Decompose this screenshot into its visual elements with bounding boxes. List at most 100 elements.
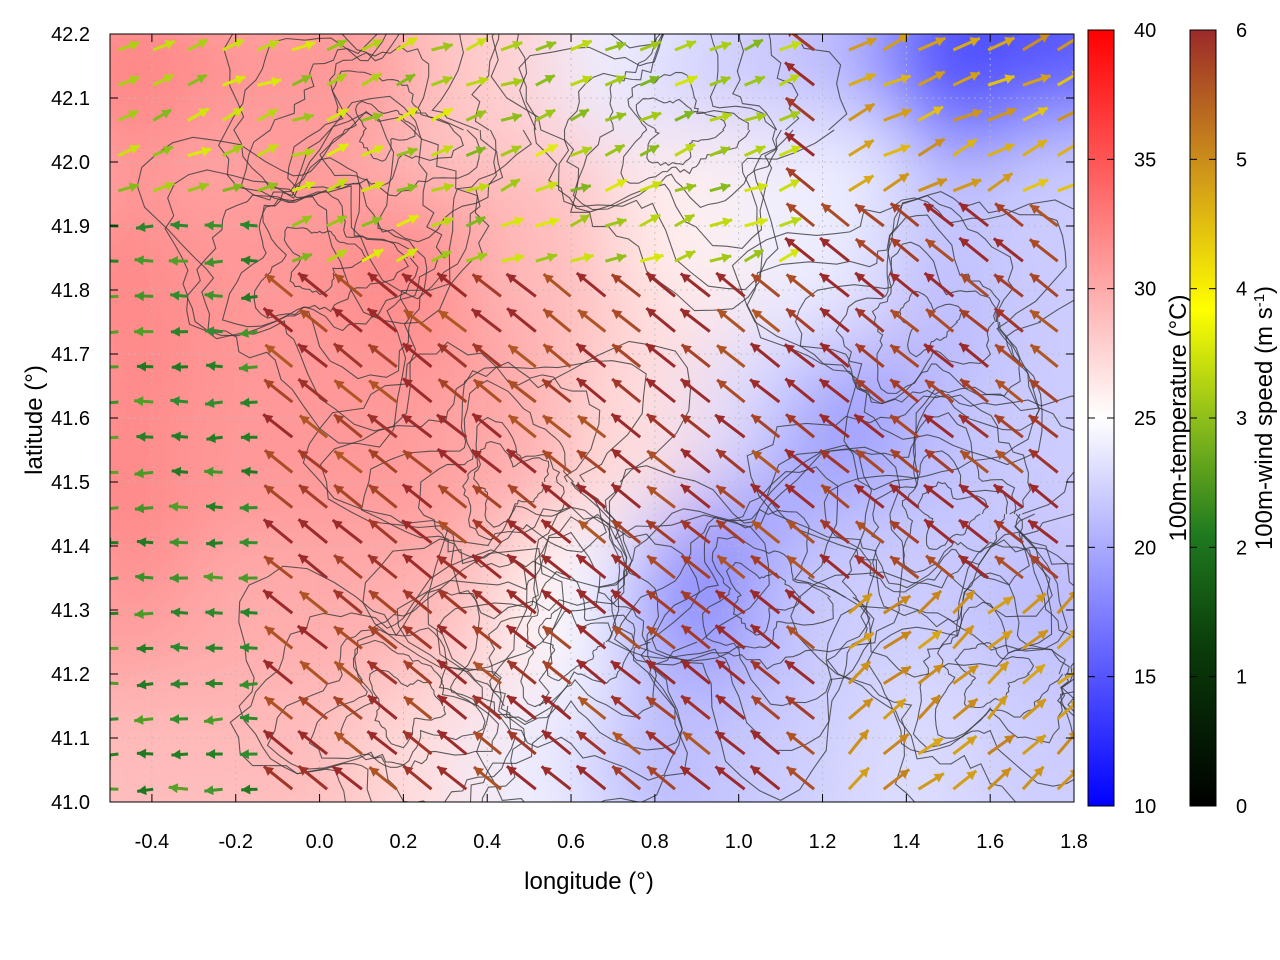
- wind-vector: [605, 253, 627, 263]
- wind-vector: [604, 217, 627, 228]
- wind-vector: [187, 146, 212, 158]
- wind-vector-head: [240, 642, 250, 653]
- wind-vector: [542, 272, 572, 298]
- wind-vector-head: [542, 626, 553, 636]
- wind-vector: [994, 449, 1024, 474]
- wind-vector-head: [240, 432, 250, 443]
- wind-vector: [361, 112, 384, 122]
- wind-vector-head: [750, 484, 761, 494]
- wind-vector-head: [544, 109, 556, 119]
- wind-vector-head: [752, 309, 763, 320]
- wind-vector: [610, 412, 642, 439]
- wind-vector-head: [680, 309, 691, 319]
- wind-vector: [680, 624, 711, 650]
- wind-vector: [854, 520, 885, 544]
- wind-vector: [241, 292, 258, 303]
- wind-vector-head: [864, 103, 875, 113]
- wind-vector-head: [923, 414, 935, 425]
- wind-vector-head: [403, 766, 414, 776]
- wind-vector: [882, 768, 911, 791]
- wind-vector-head: [966, 139, 977, 149]
- wind-vector: [204, 326, 223, 337]
- wind-vector: [331, 765, 363, 791]
- wind-vector-head: [932, 106, 943, 116]
- wind-vector: [681, 730, 711, 756]
- wind-vector: [854, 203, 885, 228]
- wind-vector-shaft: [1056, 732, 1074, 755]
- wind-vector-head: [507, 695, 518, 705]
- wind-vector: [134, 503, 154, 514]
- wind-vector: [674, 40, 697, 52]
- temperature-sample: [110, 34, 241, 176]
- wind-vector: [506, 588, 537, 615]
- wind-vector-head: [196, 74, 207, 84]
- wind-vector-head: [238, 573, 248, 584]
- wind-vector: [709, 146, 731, 157]
- wind-vector-head: [336, 39, 347, 49]
- wind-vector: [917, 177, 948, 193]
- wind-vector: [136, 785, 154, 796]
- wind-vector: [992, 237, 1024, 263]
- wind-colorbar-label-end: ): [1251, 286, 1278, 294]
- wind-vector-head: [168, 501, 179, 512]
- wind-vector: [291, 252, 313, 263]
- wind-vector: [715, 694, 746, 720]
- wind-vector-head: [402, 273, 413, 284]
- wind-vector-head: [441, 251, 452, 260]
- wind-vector-head: [299, 415, 310, 425]
- wind-vector-head: [685, 250, 696, 260]
- wind-vector: [240, 220, 258, 231]
- wind-vector: [744, 217, 769, 228]
- wind-vector: [1021, 765, 1045, 791]
- wind-vector: [604, 111, 627, 122]
- wind-vector-head: [752, 450, 763, 461]
- wind-vector: [136, 643, 154, 654]
- wind-vector-head: [685, 40, 696, 50]
- wind-vector: [570, 146, 593, 158]
- wind-vector-head: [1071, 668, 1074, 673]
- wind-vector: [134, 609, 154, 619]
- wind-vector-head: [371, 73, 382, 83]
- wind-vector-head: [99, 644, 108, 654]
- wind-vector: [506, 553, 537, 580]
- wind-vector: [715, 519, 746, 544]
- wind-vector: [709, 111, 733, 122]
- wind-vector: [136, 679, 154, 690]
- wind-vector-head: [855, 521, 866, 531]
- wind-vector-head: [716, 272, 727, 283]
- wind-vector-head: [263, 308, 274, 318]
- wind-vector-head: [785, 62, 796, 72]
- wind-vector: [818, 378, 850, 404]
- wind-vector: [853, 554, 885, 580]
- wind-vector: [716, 344, 746, 368]
- wind-vector-head: [369, 590, 380, 601]
- wind-vector-head: [298, 450, 309, 460]
- wind-vector-head: [239, 502, 249, 513]
- wind-vector: [240, 255, 258, 266]
- wind-vector: [716, 554, 746, 580]
- wind-vector: [110, 681, 119, 686]
- temperature-sample: [167, 148, 388, 368]
- wind-vector: [1056, 141, 1074, 157]
- wind-vector: [402, 553, 433, 580]
- wind-vector-head: [240, 607, 250, 618]
- wind-vector-head: [860, 661, 871, 672]
- wind-vector: [925, 554, 955, 580]
- wind-vector-head: [507, 308, 518, 318]
- wind-colorbar-label-sup: -1: [1251, 294, 1268, 307]
- wind-vector-head: [404, 74, 415, 84]
- wind-vector-head: [338, 143, 349, 153]
- contour-line: [572, 34, 782, 211]
- wind-vector-head: [334, 414, 345, 425]
- wind-vector: [889, 308, 920, 333]
- wind-vector: [401, 342, 433, 368]
- wind-vector-head: [198, 108, 209, 118]
- wind-vector-head: [924, 519, 935, 530]
- contour-line: [635, 97, 727, 166]
- wind-vector: [714, 624, 746, 650]
- wind-vector: [264, 625, 294, 650]
- wind-vector: [134, 291, 154, 302]
- wind-vector-head: [136, 222, 146, 232]
- wind-vector-head: [514, 253, 525, 263]
- wind-vector-head: [472, 590, 483, 600]
